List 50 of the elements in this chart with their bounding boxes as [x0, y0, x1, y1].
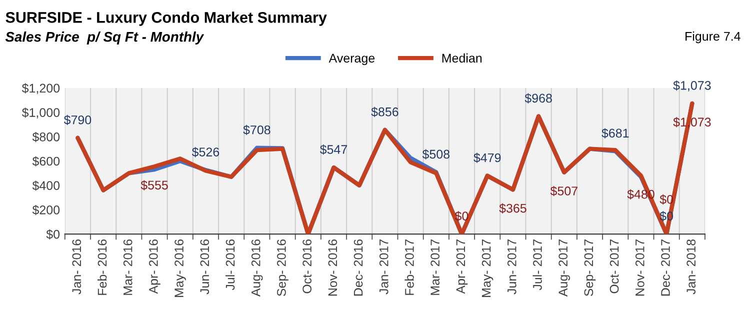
x-tick-label: Apr- 2017: [456, 240, 468, 294]
x-tick-label: Jul- 2016: [225, 239, 235, 290]
data-label: $856: [371, 106, 398, 118]
x-tick-label: Aug- 2017: [558, 240, 570, 297]
y-tick-label: $400: [32, 180, 60, 191]
data-label: $681: [602, 128, 629, 138]
x-tick-label: Aug- 2016: [251, 239, 263, 297]
x-tick-label: Feb- 2016: [97, 239, 107, 295]
data-label: $790: [64, 114, 92, 126]
legend-label: Average: [328, 54, 375, 66]
x-tick-label: Oct- 2017: [610, 240, 619, 294]
y-tick-label: $1,200: [22, 83, 60, 94]
x-tick-label: Oct- 2016: [302, 239, 312, 294]
y-tick-label: $200: [32, 204, 60, 216]
chart-title: SURFSIDE - Luxury Condo Market Summary: [6, 12, 327, 26]
x-tick-label: May- 2016: [174, 239, 186, 297]
x-tick-label: Mar- 2016: [123, 239, 132, 295]
x-tick-label: Jun- 2017: [507, 240, 516, 294]
x-tick-label: May- 2017: [482, 240, 494, 297]
x-tick-label: Sep- 2016: [277, 239, 288, 296]
x-tick-label: Jul- 2017: [532, 240, 542, 290]
data-label: $365: [499, 203, 526, 214]
y-tick-label: $800: [32, 132, 60, 142]
x-tick-label: Apr- 2016: [149, 239, 160, 294]
x-tick-label: Jan- 2017: [379, 240, 388, 294]
data-label: $1,073: [673, 80, 711, 92]
y-tick-label: $1,000: [22, 108, 60, 118]
data-label: $508: [422, 149, 450, 160]
data-label: $968: [524, 93, 552, 104]
x-tick-label: Sep- 2017: [584, 240, 596, 296]
data-label: $526: [192, 147, 220, 158]
x-tick-label: Jan- 2018: [686, 239, 696, 294]
x-tick-label: Jan- 2016: [72, 239, 82, 294]
data-label: $479: [474, 152, 501, 163]
x-tick-label: Mar- 2017: [430, 240, 440, 295]
x-tick-label: Nov- 2016: [328, 239, 338, 296]
x-tick-label: Dec- 2016: [354, 239, 363, 296]
x-tick-label: Feb- 2017: [404, 240, 414, 295]
y-tick-label: $600: [32, 156, 60, 166]
y-tick-label: $0: [46, 229, 60, 240]
caption: Figure 7.4: [686, 32, 740, 44]
x-tick-label: Jun- 2016: [200, 239, 210, 294]
x-tick-label: Dec- 2017: [661, 240, 670, 296]
legend-label: Median: [442, 53, 482, 63]
x-tick-label: Nov- 2017: [635, 240, 644, 296]
data-label: $547: [320, 144, 348, 155]
data-label: $555: [140, 180, 168, 190]
chart-subtitle: Sales Price p/ Sq Ft - Monthly: [5, 32, 204, 44]
data-label: $507: [550, 186, 578, 196]
data-label: $708: [243, 124, 270, 136]
